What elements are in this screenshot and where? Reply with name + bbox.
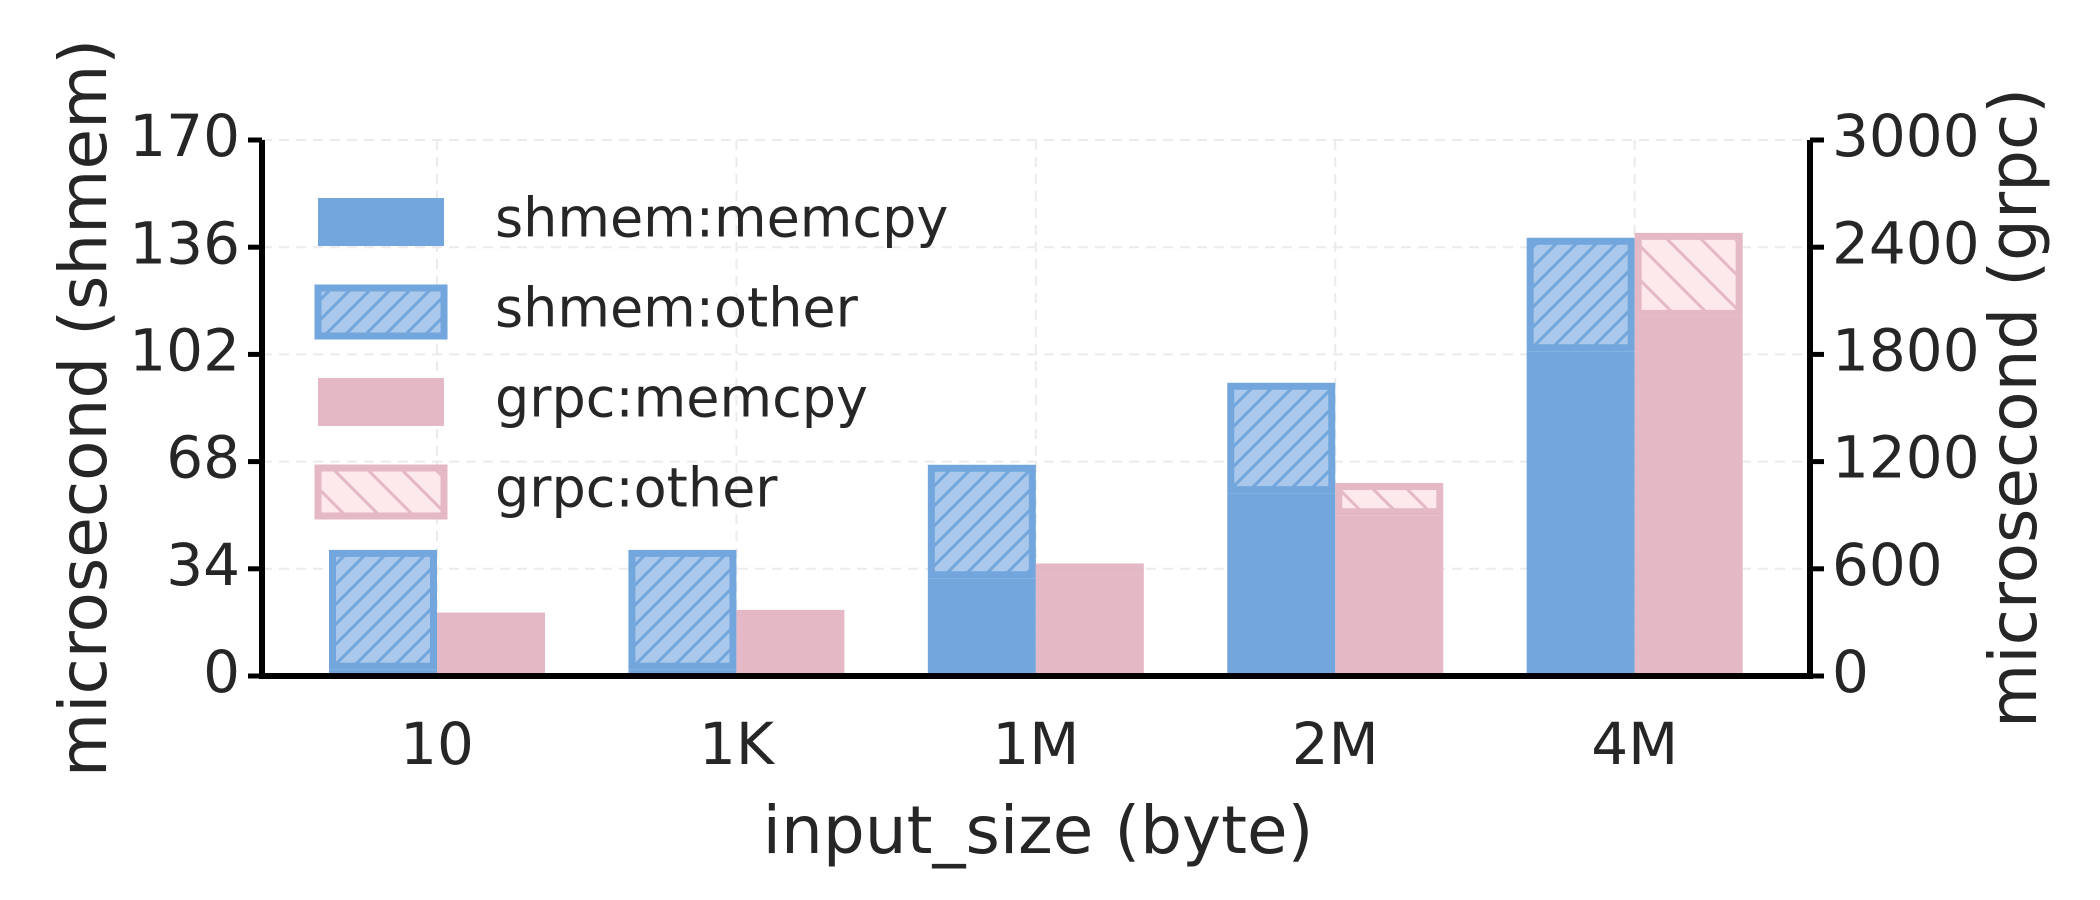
legend-swatch — [314, 464, 448, 520]
legend-swatch — [314, 284, 448, 340]
legend-label: shmem:other — [495, 277, 859, 340]
bar-segment — [1227, 382, 1336, 494]
bar-segment — [329, 549, 437, 670]
y2-tick-label: 2400 — [1832, 209, 1980, 277]
legend-swatch — [318, 378, 444, 426]
bar-segment — [927, 578, 1036, 676]
bar-segment — [1634, 232, 1743, 317]
bar-segment — [329, 669, 437, 676]
y-tick-label: 136 — [129, 209, 240, 277]
y-axis-label: microsecond (shmem) — [45, 39, 122, 777]
bar-segment — [1526, 351, 1635, 676]
x-tick-label: 1K — [699, 710, 776, 778]
y2-tick-label: 1800 — [1832, 317, 1980, 385]
bar-segment — [927, 464, 1036, 579]
y2-tick-label: 600 — [1832, 531, 1943, 599]
x-tick-label: 4M — [1591, 710, 1678, 778]
x-tick-label: 1M — [992, 710, 1079, 778]
bar-segment — [1634, 316, 1743, 676]
y2-tick-label: 3000 — [1832, 102, 1980, 170]
y-tick-label: 68 — [166, 424, 240, 492]
legend-swatch — [318, 198, 444, 246]
bar-segment — [437, 612, 545, 676]
bar-segment — [1526, 237, 1635, 352]
bar-segment — [1335, 515, 1444, 676]
bar-segment — [1335, 483, 1444, 516]
bar-segment — [1035, 563, 1144, 576]
y-tick-label: 0 — [203, 638, 240, 706]
y2-tick-label: 1200 — [1832, 424, 1980, 492]
y-tick-label: 170 — [129, 102, 240, 170]
bar-segment — [628, 549, 737, 670]
y2-axis-label: microsecond (grpc) — [1975, 88, 2052, 728]
x-tick-label: 2M — [1292, 710, 1379, 778]
y-tick-label: 34 — [166, 531, 240, 599]
x-axis-label: input_size (byte) — [763, 792, 1314, 869]
bar-segment — [1035, 575, 1144, 676]
legend-label: grpc:other — [495, 457, 778, 520]
bar-segment — [736, 617, 845, 676]
x-tick-label: 10 — [400, 710, 474, 778]
bar-segment — [1227, 493, 1336, 676]
y2-tick-label: 0 — [1832, 638, 1869, 706]
legend-label: grpc:memcpy — [495, 367, 868, 430]
bar-segment — [628, 669, 737, 676]
legend-label: shmem:memcpy — [495, 187, 948, 250]
y-tick-label: 102 — [129, 317, 240, 385]
